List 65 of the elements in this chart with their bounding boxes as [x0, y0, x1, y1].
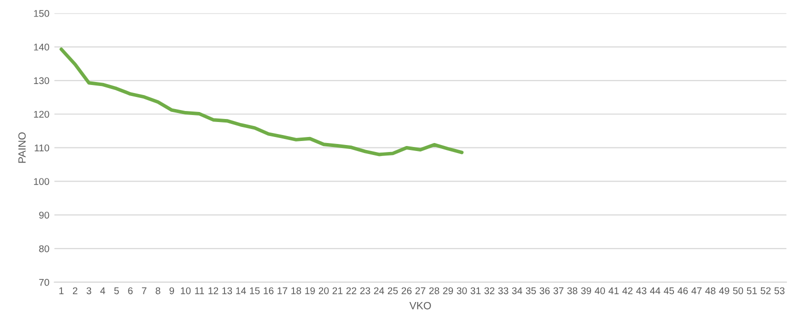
x-tick-label: 25	[388, 287, 398, 294]
x-tick-label: 36	[540, 287, 550, 294]
x-tick-label: 40	[594, 287, 605, 294]
x-tick-label: 33	[498, 287, 508, 294]
y-tick-label: 130	[34, 77, 50, 84]
x-tick-label: 3	[86, 287, 92, 294]
x-tick-label: 19	[305, 287, 315, 294]
x-tick-label: 24	[374, 287, 384, 294]
x-tick-label: 46	[678, 287, 688, 294]
x-tick-label: 28	[429, 287, 440, 294]
x-tick-label: 23	[360, 287, 370, 294]
y-tick-label: 120	[34, 110, 50, 118]
x-tick-label: 42	[622, 287, 632, 294]
x-tick-label: 39	[581, 287, 592, 294]
x-tick-label: 34	[512, 287, 522, 294]
x-tick-label: 17	[278, 287, 288, 294]
x-tick-label: 8	[156, 287, 160, 294]
x-tick-label: 30	[456, 287, 467, 294]
x-tick-label: 27	[415, 287, 426, 294]
x-tick-label: 41	[608, 287, 619, 294]
x-tick-label: 15	[250, 287, 260, 294]
x-tick-label: 20	[318, 287, 329, 294]
x-tick-label: 31	[470, 287, 481, 294]
x-tick-label: 16	[264, 287, 274, 294]
x-tick-label: 37	[553, 287, 564, 294]
x-tick-label: 13	[222, 287, 232, 294]
x-tick-label: 21	[332, 287, 342, 294]
x-tick-label: 35	[526, 287, 536, 294]
x-tick-label: 12	[208, 287, 218, 294]
y-tick-label: 80	[39, 245, 50, 252]
x-tick-label: 43	[636, 287, 646, 294]
x-tick-label: 53	[774, 287, 784, 294]
line-series	[60, 48, 464, 156]
y-tick-label: 100	[34, 178, 50, 185]
x-tick-label: 48	[705, 287, 716, 294]
x-tick-label: 4	[100, 287, 106, 294]
x-tick-label: 1	[59, 287, 64, 294]
x-tick-label: 44	[650, 287, 660, 294]
x-tick-label: 51	[746, 287, 757, 294]
x-tick-label: 7	[142, 287, 146, 294]
x-tick-label: 22	[346, 287, 356, 294]
x-tick-label: 14	[236, 287, 246, 294]
x-tick-label: 45	[664, 287, 674, 294]
x-tick-label: 18	[291, 287, 302, 294]
x-tick-label: 6	[128, 287, 133, 294]
y-axis-title: PAINO	[18, 132, 26, 163]
x-axis-title: VKO	[409, 302, 431, 310]
x-tick-label: 10	[180, 287, 191, 294]
x-tick-label: 2	[72, 287, 78, 294]
y-tick-label: 90	[39, 212, 50, 219]
x-tick-label: 11	[195, 287, 204, 294]
x-tick-label: 5	[114, 287, 119, 294]
y-tick-label: 70	[39, 278, 50, 286]
x-tick-label: 38	[567, 287, 578, 294]
x-tick-label: 52	[760, 287, 771, 294]
y-tick-label: 140	[34, 44, 50, 51]
y-tick-label: 110	[34, 144, 50, 152]
x-tick-label: 29	[443, 287, 453, 294]
x-tick-label: 32	[484, 287, 494, 294]
x-tick-label: 9	[170, 287, 174, 294]
y-tick-label: 150	[34, 10, 50, 17]
x-tick-label: 50	[733, 287, 744, 294]
x-tick-label: 47	[691, 287, 702, 294]
x-tick-label: 49	[719, 287, 730, 294]
x-tick-label: 26	[402, 287, 412, 294]
